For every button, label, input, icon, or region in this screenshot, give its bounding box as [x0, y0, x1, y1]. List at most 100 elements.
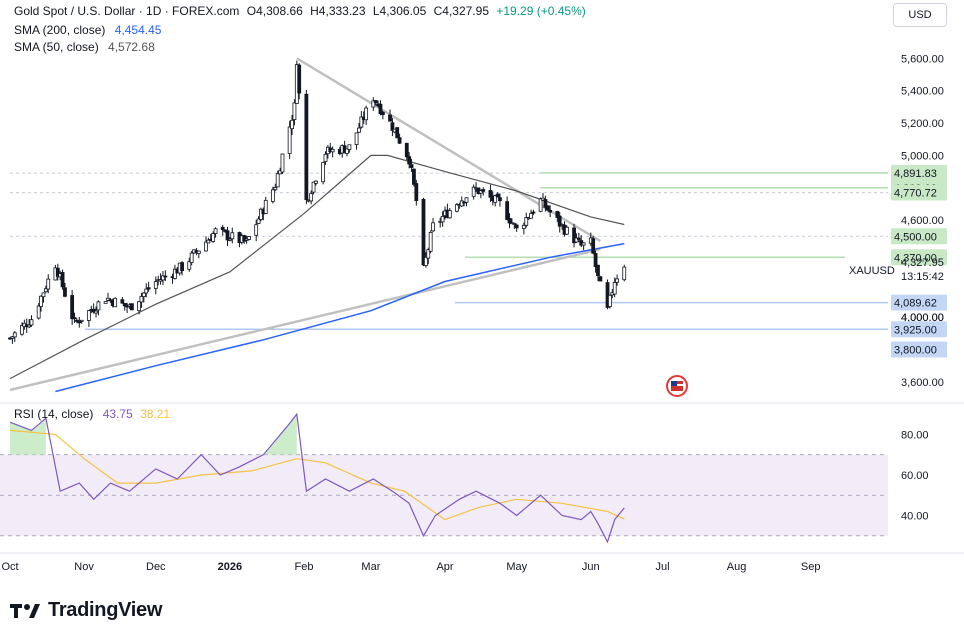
close-value: C4,327.95 — [433, 4, 489, 18]
candle-body — [139, 295, 144, 303]
candle-body — [46, 278, 51, 290]
change-value: +19.29 (+0.45%) — [496, 4, 586, 18]
candle-body — [397, 137, 402, 144]
candle-body — [213, 228, 218, 234]
candle-body — [122, 302, 127, 307]
rsi-axis-label: 60.00 — [901, 470, 929, 482]
sma200-label: SMA (200, close) — [14, 23, 106, 37]
candle-body — [12, 332, 17, 338]
candle-body — [163, 275, 168, 278]
candle-body — [254, 224, 259, 236]
candle-body — [507, 218, 512, 224]
support-badge: 4,089.62 — [894, 298, 937, 310]
candle-body — [72, 317, 77, 320]
candle-body — [471, 186, 476, 197]
candle-body — [43, 288, 48, 293]
rsi-overbought-fill — [263, 414, 297, 455]
candle-body — [388, 114, 392, 122]
candle-body — [146, 287, 151, 290]
candle-body — [330, 148, 335, 153]
candle-body — [359, 116, 364, 128]
resistance-badge: 4,770.72 — [894, 187, 937, 199]
sma200-legend[interactable]: SMA (200, close) 4,454.45 — [14, 23, 161, 37]
candle-body — [521, 224, 526, 229]
candle-body — [378, 103, 383, 115]
candle-body — [426, 249, 431, 259]
candle-body — [220, 226, 225, 231]
candle-body — [292, 102, 297, 120]
candle-body — [455, 204, 459, 212]
candle-body — [505, 201, 510, 220]
high-value: H4,333.23 — [310, 4, 366, 18]
candle-body — [495, 193, 500, 198]
price-axis-label: 5,400.00 — [901, 86, 944, 98]
candle-body — [409, 164, 414, 168]
sma200-line — [55, 242, 625, 393]
resistance-badge: 4,370.00 — [894, 252, 937, 264]
candle-body — [545, 205, 550, 211]
price-axis-label: 3,600.00 — [901, 377, 944, 389]
candle-body — [273, 187, 278, 191]
candle-body — [230, 232, 235, 240]
candle-body — [407, 156, 412, 165]
candle-body — [364, 107, 369, 121]
candle-body — [373, 100, 378, 103]
rsi-axis-label: 80.00 — [901, 429, 929, 441]
candle-body — [311, 181, 316, 193]
candle-body — [478, 190, 483, 194]
open-value: O4,308.66 — [246, 4, 303, 18]
candle-body — [206, 239, 211, 244]
support-axis-label: 4,000.00 — [901, 312, 944, 324]
candle-body — [514, 224, 519, 229]
candle-body — [63, 287, 67, 297]
candle-body — [225, 230, 230, 241]
candle-body — [428, 231, 433, 252]
candle-body — [297, 64, 302, 94]
candle-body — [161, 275, 165, 281]
candle-body — [189, 252, 194, 264]
candle-body — [447, 210, 452, 219]
candle-body — [555, 211, 560, 218]
candle-body — [390, 122, 395, 131]
symbol-title[interactable]: Gold Spot / U.S. Dollar · 1D · FOREX.com — [14, 4, 240, 18]
candle-body — [404, 142, 409, 158]
candle-body — [36, 305, 41, 319]
candle-body — [612, 282, 617, 295]
resistance-badge: 4,891.83 — [894, 168, 937, 180]
time-axis-label: Apr — [436, 561, 453, 573]
resistance-badge-bg — [891, 228, 947, 245]
candle-body — [227, 238, 232, 241]
candle-body — [576, 237, 581, 240]
support-badge-bg — [891, 321, 947, 338]
candle-body — [543, 199, 548, 208]
sma50-legend[interactable]: SMA (50, close) 4,572.68 — [14, 40, 155, 54]
price-axis-label: 4,600.00 — [901, 215, 944, 227]
support-badge: 3,925.00 — [894, 324, 937, 336]
candle-body — [280, 153, 285, 173]
candle-body — [275, 173, 280, 188]
candle-body — [615, 278, 619, 283]
candle-body — [574, 237, 579, 243]
candle-body — [412, 168, 416, 185]
rsi-legend[interactable]: RSI (14, close) 43.75 38.21 — [14, 407, 170, 421]
candle-body — [414, 183, 419, 202]
candle-body — [196, 250, 201, 254]
candle-body — [581, 242, 586, 246]
candle-body — [440, 216, 445, 223]
time-axis-label: Jun — [582, 561, 600, 573]
candle-body — [380, 111, 385, 116]
currency-button[interactable]: USD — [893, 3, 947, 27]
candle-body — [608, 294, 612, 307]
candle-body — [498, 197, 502, 202]
tradingview-logo[interactable]: TradingView — [10, 599, 162, 622]
candle-body — [321, 162, 326, 183]
candle-body — [113, 297, 118, 308]
rsi-ma-line — [9, 429, 625, 521]
candle-body — [564, 226, 569, 235]
candle-body — [173, 268, 177, 279]
candle-body — [79, 319, 84, 322]
time-axis-label: Aug — [727, 561, 747, 573]
sma50-value: 4,572.68 — [108, 40, 155, 54]
bar-countdown-label: 13:15:42 — [901, 271, 944, 283]
